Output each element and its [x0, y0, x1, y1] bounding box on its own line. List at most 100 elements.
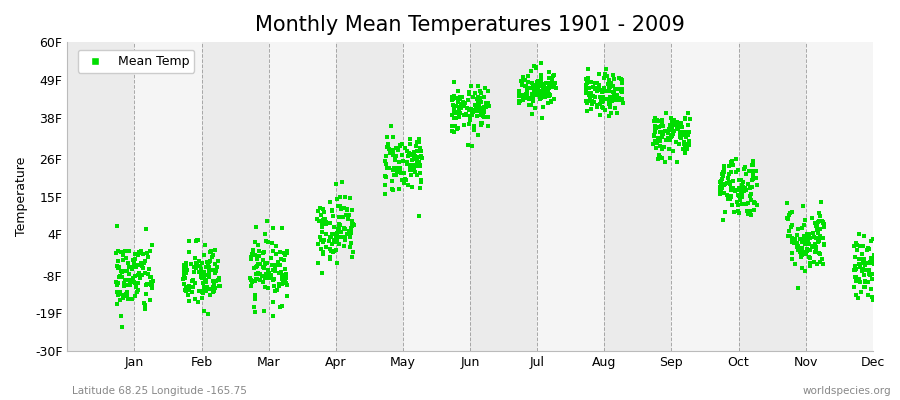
Point: [798, 250, 813, 256]
Point: [462, 107, 476, 113]
Point: [873, 261, 887, 268]
Point: [608, 86, 622, 92]
Point: [144, 282, 158, 288]
Point: [179, 260, 194, 266]
Point: [279, 280, 293, 286]
Point: [116, 291, 130, 298]
Point: [339, 231, 354, 237]
Text: worldspecies.org: worldspecies.org: [803, 386, 891, 396]
Point: [852, 256, 867, 262]
Point: [197, 269, 211, 276]
Point: [579, 82, 593, 89]
Point: [471, 104, 485, 110]
Point: [816, 221, 831, 228]
Point: [446, 108, 461, 115]
Point: [256, 279, 270, 285]
Point: [881, 298, 896, 304]
Point: [333, 229, 347, 235]
Point: [884, 270, 898, 277]
Point: [266, 267, 281, 273]
Point: [861, 279, 876, 285]
Point: [511, 91, 526, 97]
Point: [111, 265, 125, 272]
Point: [714, 178, 728, 184]
Point: [781, 216, 796, 222]
Point: [256, 249, 271, 256]
Point: [717, 181, 732, 187]
Point: [179, 263, 194, 270]
Point: [542, 75, 556, 82]
Point: [608, 94, 622, 100]
Point: [411, 213, 426, 219]
Point: [679, 143, 693, 149]
Point: [795, 252, 809, 258]
Point: [481, 88, 495, 94]
Point: [716, 169, 731, 176]
Point: [404, 183, 419, 190]
Point: [733, 186, 747, 193]
Point: [520, 93, 535, 100]
Point: [585, 100, 599, 107]
Point: [250, 276, 265, 282]
Point: [511, 100, 526, 106]
Point: [134, 260, 148, 266]
Point: [178, 287, 193, 294]
Point: [680, 132, 695, 138]
Point: [586, 93, 600, 99]
Point: [806, 243, 820, 250]
Point: [858, 278, 872, 285]
Point: [126, 274, 140, 281]
Point: [526, 85, 540, 91]
Point: [850, 241, 864, 248]
Point: [646, 141, 661, 148]
Point: [516, 74, 530, 80]
Point: [185, 284, 200, 290]
Point: [314, 212, 328, 218]
Point: [380, 165, 394, 171]
Point: [248, 308, 262, 315]
Point: [797, 249, 812, 256]
Point: [277, 278, 292, 284]
Point: [794, 253, 808, 259]
Point: [681, 138, 696, 144]
Point: [192, 268, 206, 275]
Point: [601, 96, 616, 102]
Point: [379, 161, 393, 168]
Point: [816, 224, 831, 230]
Point: [862, 259, 877, 265]
Point: [333, 194, 347, 201]
Point: [519, 83, 534, 90]
Point: [345, 254, 359, 260]
Point: [194, 288, 209, 295]
Point: [206, 288, 220, 295]
Point: [870, 252, 885, 258]
Point: [466, 123, 481, 130]
Point: [478, 84, 492, 91]
Point: [410, 172, 424, 178]
Point: [746, 200, 760, 206]
Point: [850, 274, 864, 281]
Point: [336, 234, 350, 240]
Point: [655, 155, 670, 162]
Point: [453, 110, 467, 116]
Point: [381, 144, 395, 150]
Point: [872, 279, 886, 285]
Point: [807, 220, 822, 226]
Point: [741, 180, 755, 187]
Point: [520, 84, 535, 91]
Point: [746, 162, 760, 168]
Point: [253, 277, 267, 283]
Point: [519, 95, 534, 102]
Point: [742, 168, 756, 174]
Point: [120, 292, 134, 298]
Point: [793, 248, 807, 255]
Point: [449, 126, 464, 133]
Point: [748, 174, 762, 181]
Point: [121, 296, 135, 302]
Point: [651, 117, 665, 124]
Point: [878, 281, 893, 288]
Point: [482, 102, 496, 109]
Point: [809, 223, 824, 229]
Point: [198, 276, 212, 283]
Point: [785, 222, 799, 228]
